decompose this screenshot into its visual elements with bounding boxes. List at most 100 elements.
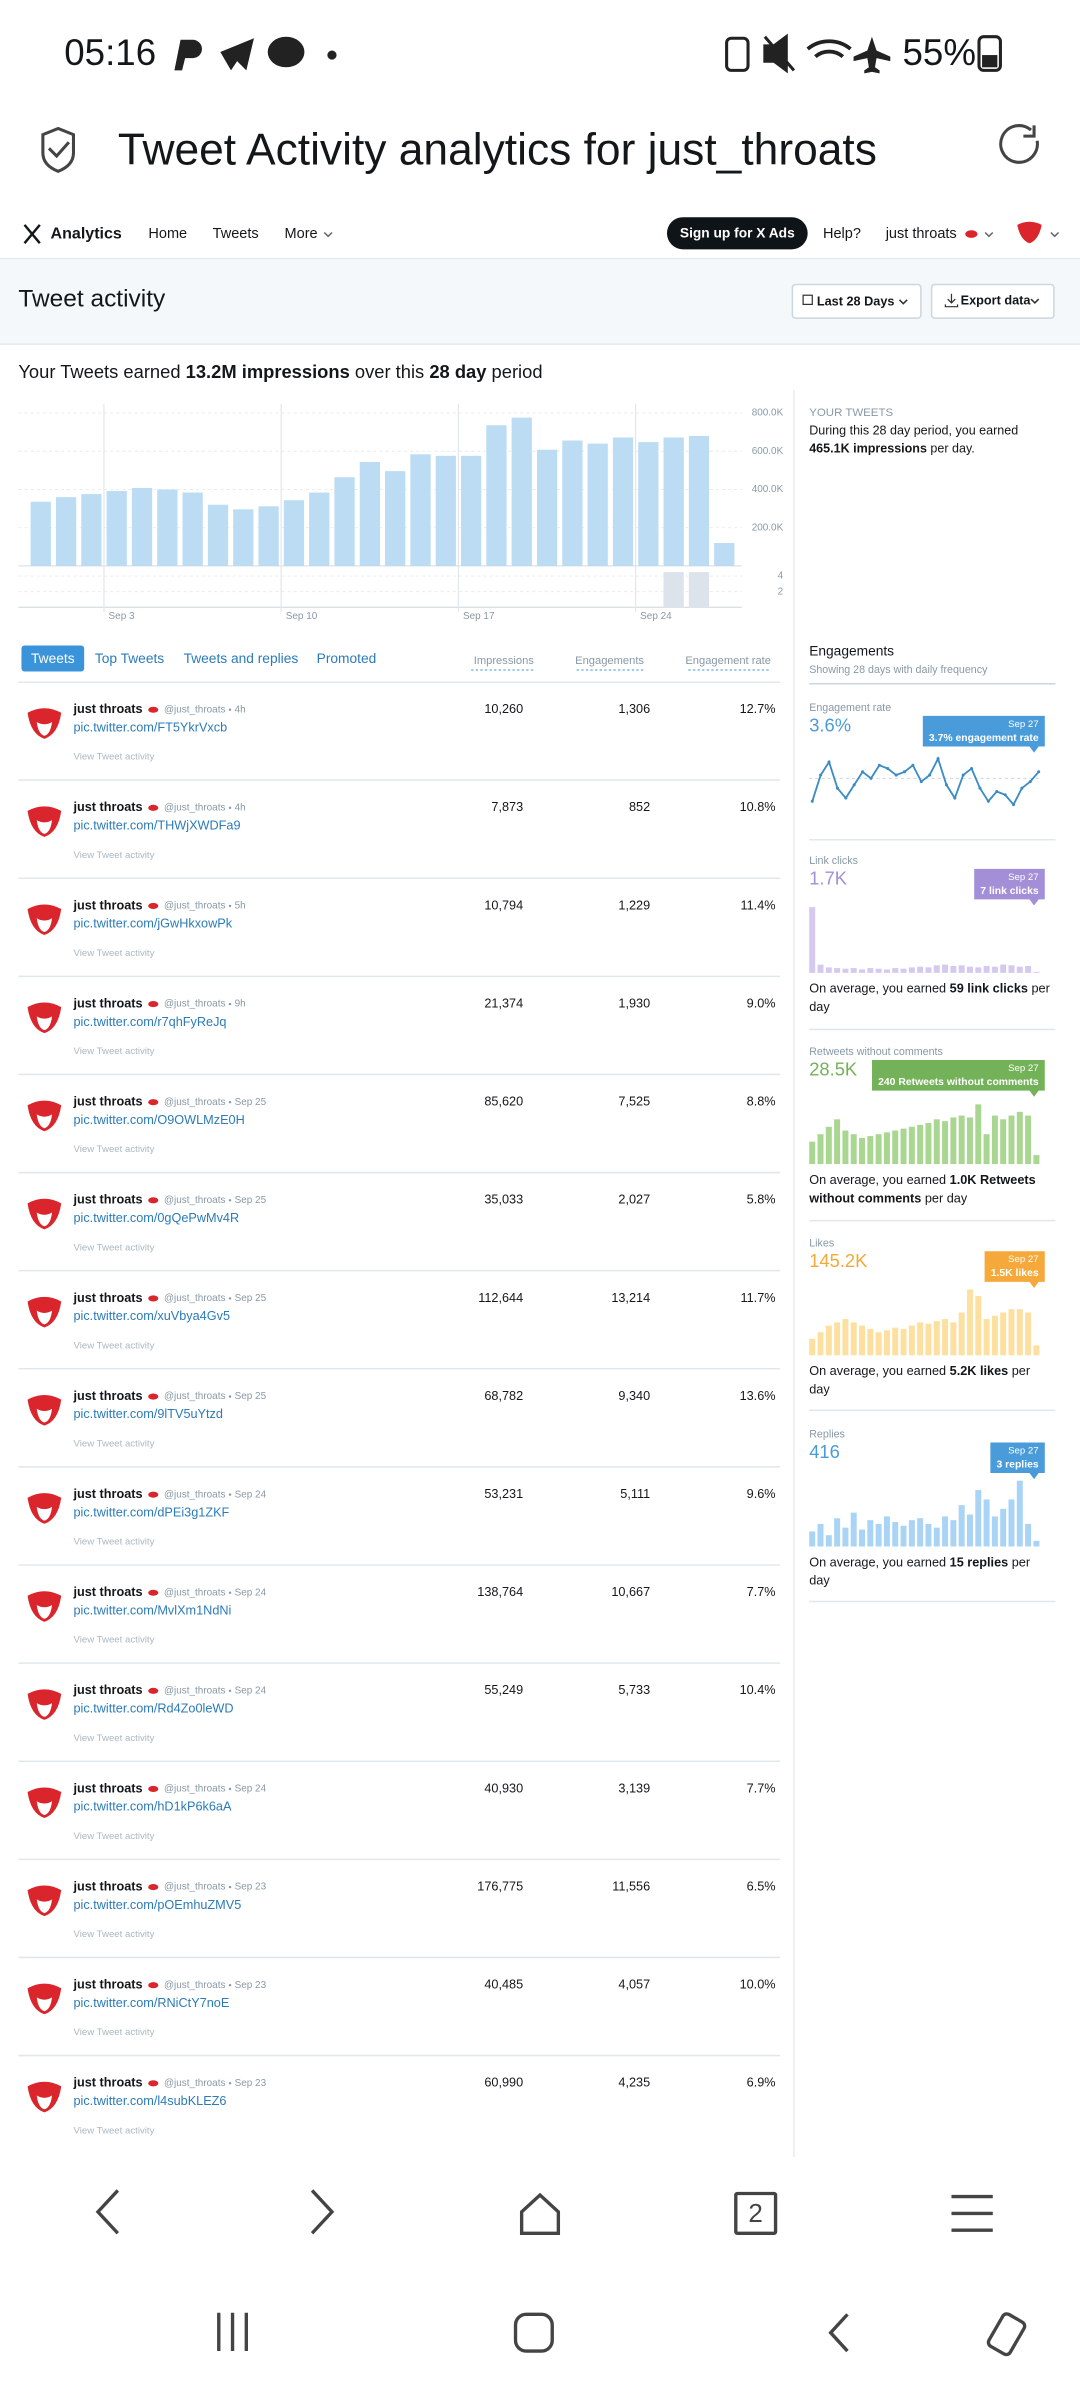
- export-button[interactable]: [930, 283, 1055, 319]
- tweet-link[interactable]: pic.twitter.com/pOEmhuZMV5: [73, 1898, 241, 1912]
- average-part: On average, you earned: [809, 980, 950, 996]
- tab[interactable]: Tweets and replies: [184, 651, 299, 666]
- mini-bar: [859, 1325, 866, 1356]
- tweet-link[interactable]: pic.twitter.com/FT5YkrVxcb: [73, 720, 227, 734]
- tweet-link[interactable]: pic.twitter.com/THWjXWDFa9: [73, 819, 240, 833]
- tweet-action[interactable]: View Tweet activity: [73, 1438, 154, 1449]
- tweet-link[interactable]: pic.twitter.com/jGwHkxowPk: [73, 917, 232, 931]
- tweet-link[interactable]: pic.twitter.com/RNiCtY7noE: [73, 1996, 229, 2010]
- tweet-action[interactable]: View Tweet activity: [73, 948, 154, 959]
- nav-link[interactable]: More: [285, 226, 318, 242]
- range-label[interactable]: Last 28 Days: [817, 294, 895, 308]
- recents-button[interactable]: [217, 2312, 248, 2352]
- tweet-action[interactable]: View Tweet activity: [73, 1831, 154, 1842]
- mini-point: [819, 773, 823, 777]
- tweet-link[interactable]: pic.twitter.com/xuVbya4Gv5: [73, 1309, 230, 1323]
- separator-dot: [228, 806, 232, 810]
- bar: [663, 437, 684, 566]
- shield-icon[interactable]: [41, 126, 75, 173]
- tweet-link[interactable]: pic.twitter.com/MvlXm1NdNi: [73, 1603, 231, 1617]
- mini-bar: [942, 1516, 949, 1547]
- reload-icon[interactable]: [999, 124, 1039, 164]
- tweet-row: just throats @just_throats Sep 25 pic.twitt…: [18, 1389, 781, 1468]
- brand[interactable]: Analytics: [51, 224, 122, 242]
- active-tab[interactable]: [21, 645, 85, 672]
- tweet-action[interactable]: View Tweet activity: [73, 1144, 154, 1155]
- tweet-action[interactable]: View Tweet activity: [73, 2027, 154, 2038]
- tweet-action[interactable]: View Tweet activity: [73, 1635, 154, 1646]
- mini-bar: [859, 969, 866, 973]
- battery-icon: [977, 35, 1002, 72]
- help-link[interactable]: Help?: [823, 226, 861, 242]
- x-logo[interactable]: [23, 224, 41, 244]
- tab[interactable]: Promoted: [317, 651, 377, 666]
- lips-icon: [965, 230, 978, 238]
- tweet-author: just throats: [72, 1585, 142, 1599]
- menu-button[interactable]: [951, 2194, 993, 2232]
- tweet-action[interactable]: View Tweet activity: [73, 1242, 154, 1253]
- tweet-link[interactable]: pic.twitter.com/r7qhFyReJq: [73, 1015, 226, 1029]
- cta-label[interactable]: Sign up for X Ads: [680, 226, 795, 241]
- account-menu[interactable]: just throats: [885, 226, 957, 242]
- export-label[interactable]: Export data: [961, 294, 1032, 308]
- tweet-link[interactable]: pic.twitter.com/Rd4Zo0leWD: [73, 1702, 233, 1716]
- tweet-action[interactable]: View Tweet activity: [73, 1733, 154, 1744]
- mini-bar: [983, 1134, 990, 1165]
- forward-button[interactable]: [310, 2189, 335, 2235]
- tweet-link[interactable]: pic.twitter.com/9lTV5uYtzd: [73, 1407, 223, 1421]
- engagement-rate: 11.7%: [741, 1291, 776, 1305]
- home-button[interactable]: [519, 2192, 561, 2235]
- tweet-author: just throats: [72, 1389, 142, 1403]
- impressions: 10,260: [484, 702, 523, 716]
- rotate-key[interactable]: [986, 2312, 1027, 2357]
- tweet-action[interactable]: View Tweet activity: [73, 752, 154, 763]
- back-key[interactable]: [828, 2313, 849, 2353]
- tweet-action[interactable]: View Tweet activity: [73, 2125, 154, 2136]
- account-avatar[interactable]: [1017, 221, 1042, 244]
- tweet-action[interactable]: View Tweet activity: [73, 1340, 154, 1351]
- home-key[interactable]: [513, 2312, 554, 2353]
- mini-bar: [933, 1321, 940, 1356]
- tweet-action[interactable]: View Tweet activity: [73, 1537, 154, 1548]
- bar: [30, 501, 51, 566]
- mini-bar: [834, 1322, 841, 1356]
- engagement-rate: 7.7%: [747, 1781, 776, 1795]
- mini-bar: [825, 1535, 832, 1547]
- tweet-link[interactable]: pic.twitter.com/0gQePwMv4R: [73, 1211, 239, 1225]
- tweet-link[interactable]: pic.twitter.com/l4subKLEZ6: [73, 2094, 226, 2108]
- mini-bar: [991, 1315, 998, 1356]
- impressions: 60,990: [484, 2076, 523, 2090]
- tab[interactable]: Top Tweets: [95, 651, 164, 666]
- tweet-time: Sep 24: [235, 1685, 267, 1696]
- mini-bar: [1016, 1480, 1023, 1547]
- tweet-action[interactable]: View Tweet activity: [73, 1046, 154, 1057]
- bar: [233, 509, 254, 566]
- tweet-author: just throats: [72, 1487, 142, 1501]
- tweet-link[interactable]: pic.twitter.com/hD1kP6k6aA: [73, 1800, 231, 1814]
- tweet-handle: @just_throats: [164, 704, 225, 715]
- engagement-rate: 10.8%: [740, 800, 776, 814]
- tab[interactable]: Tweets: [31, 651, 75, 666]
- mini-bar: [1008, 1309, 1015, 1356]
- separator-dot: [228, 1885, 232, 1889]
- mini-bar: [842, 968, 849, 973]
- nav-link[interactable]: Home: [148, 226, 187, 242]
- nav-link[interactable]: Tweets: [213, 226, 259, 242]
- range-button[interactable]: [791, 283, 922, 319]
- engagement-rate: 11.4%: [741, 898, 776, 912]
- cta-button[interactable]: [666, 217, 808, 250]
- tweet-link[interactable]: pic.twitter.com/O9OWLMzE0H: [73, 1113, 244, 1127]
- mini-bar: [1033, 971, 1040, 973]
- tweet-action[interactable]: View Tweet activity: [73, 1929, 154, 1940]
- card-total: 28.5K: [809, 1059, 858, 1080]
- section-title: Tweet activity: [18, 285, 166, 312]
- tweet-action[interactable]: View Tweet activity: [73, 850, 154, 861]
- tweet-link[interactable]: pic.twitter.com/dPEi3g1ZKF: [73, 1505, 229, 1519]
- back-button[interactable]: [95, 2189, 120, 2235]
- lips-icon: [148, 1785, 159, 1793]
- avatar: [27, 1296, 62, 1328]
- tabs-button[interactable]: [734, 2191, 778, 2235]
- y-tick-label: 200.0K: [752, 522, 784, 533]
- mini-bar: [1025, 1312, 1032, 1356]
- mini-point: [869, 776, 873, 780]
